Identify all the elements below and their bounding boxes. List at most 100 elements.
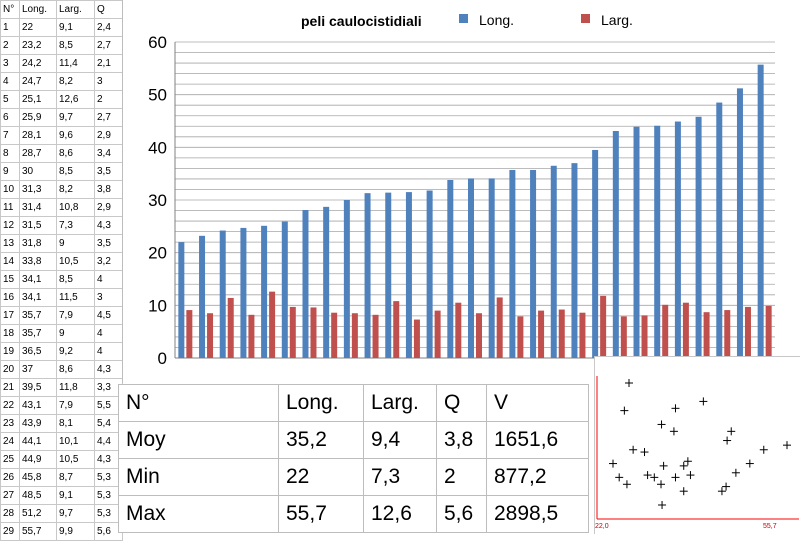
table-row: 26 45,8 8,7 5,3	[0, 468, 123, 487]
table-row: 4 24,7 8,2 3	[0, 72, 123, 91]
bar-long	[716, 102, 723, 358]
table-cell: 9	[56, 324, 95, 343]
table-cell: 11,8	[56, 378, 95, 397]
table-cell: 4,5	[94, 306, 123, 325]
table-cell: 3	[94, 288, 123, 307]
table-cell: 17	[0, 306, 20, 325]
table-cell: 34,1	[19, 270, 57, 289]
table-row: 8 28,7 8,6 3,4	[0, 144, 123, 163]
bar-larg	[227, 297, 234, 358]
scatter-point	[657, 480, 666, 489]
bar-long	[426, 190, 433, 358]
stats-cell: 2	[436, 458, 487, 496]
bar-larg	[703, 312, 710, 358]
table-row: 15 34,1 8,5 4	[0, 270, 123, 289]
table-row: 9 30 8,5 3,5	[0, 162, 123, 181]
bar-long	[178, 242, 185, 358]
table-cell: 45,8	[19, 468, 57, 487]
table-cell: 12,6	[56, 90, 95, 109]
table-cell: 4,3	[94, 216, 123, 235]
table-cell: 8,5	[56, 270, 95, 289]
scatter-point	[609, 459, 617, 468]
bar-larg	[331, 312, 338, 358]
table-cell: 44,9	[19, 450, 57, 469]
stats-cell: 7,3	[363, 458, 437, 496]
table-cell: 8,2	[56, 72, 95, 91]
table-cell: 19	[0, 342, 20, 361]
table-cell: 28	[0, 504, 20, 523]
table-cell: 15	[0, 270, 20, 289]
table-cell: 20	[0, 360, 20, 379]
table-cell: 31,5	[19, 216, 57, 235]
bar-larg	[413, 319, 420, 358]
table-cell: 35,7	[19, 306, 57, 325]
bar-long	[695, 116, 702, 358]
bar-larg	[186, 310, 193, 358]
table-row: 21 39,5 11,8 3,3	[0, 378, 123, 397]
bar-long	[261, 225, 268, 358]
bar-long	[468, 178, 474, 358]
table-cell: 25	[0, 450, 20, 469]
scatter-point	[686, 471, 695, 480]
stats-row: Min 22 7,3 2 877,2	[118, 458, 589, 496]
scatter-point	[615, 473, 624, 482]
table-cell: 4,3	[94, 360, 123, 379]
table-cell: 9	[56, 234, 95, 253]
table-cell: 2	[0, 36, 20, 55]
table-cell: 33,8	[19, 252, 57, 271]
table-cell: 10,8	[56, 198, 95, 217]
stats-header-cell: Q	[436, 384, 487, 422]
table-cell: 8,7	[56, 468, 95, 487]
table-cell: 34,1	[19, 288, 57, 307]
bar-larg	[269, 291, 276, 358]
scatter-point	[658, 501, 667, 509]
table-cell: 31,4	[19, 198, 57, 217]
bar-larg	[579, 312, 586, 358]
bar-long	[219, 230, 226, 358]
table-cell: 51,2	[19, 504, 57, 523]
bar-long	[385, 192, 392, 358]
bar-larg	[517, 316, 524, 358]
table-cell: 31,3	[19, 180, 57, 199]
table-row: 5 25,1 12,6 2	[0, 90, 123, 109]
table-cell: 3	[94, 72, 123, 91]
bar-larg	[455, 302, 462, 358]
bar-long	[447, 179, 454, 358]
stats-cell: 2898,5	[486, 495, 589, 533]
stats-cell: 22	[278, 458, 364, 496]
bar-long	[281, 221, 288, 358]
stats-row: Moy 35,2 9,4 3,8 1651,6	[118, 421, 589, 459]
table-cell: 43,1	[19, 396, 57, 415]
table-cell: 10,5	[56, 252, 95, 271]
stats-cell: 9,4	[363, 421, 437, 459]
chart-title: peli caulocistidiali	[301, 13, 422, 29]
table-row: 10 31,3 8,2 3,8	[0, 180, 123, 199]
table-cell: 24,7	[19, 72, 57, 91]
table-row: 13 31,8 9 3,5	[0, 234, 123, 253]
bar-long	[364, 193, 371, 358]
stats-cell: 877,2	[486, 458, 589, 496]
bar-larg	[393, 301, 400, 358]
bar-chart-panel: 0 10 20 30 40 50 60 peli caulocistidiali Long. La…	[122, 0, 800, 383]
table-cell: 9,9	[56, 522, 95, 541]
table-cell: 22	[0, 396, 20, 415]
scatter-point	[640, 448, 649, 457]
table-cell: 43,9	[19, 414, 57, 433]
bar-long	[343, 200, 350, 358]
stats-cell: 3,8	[436, 421, 487, 459]
table-cell: 25,1	[19, 90, 57, 109]
bar-larg	[207, 313, 214, 358]
table-cell: 31,8	[19, 234, 57, 253]
table-cell: 1	[0, 18, 20, 37]
bar-larg	[558, 309, 565, 358]
table-cell: 11,4	[56, 54, 95, 73]
bar-long	[530, 169, 537, 358]
bar-long	[633, 126, 640, 358]
statistics-table: N° Long. Larg. Q V Moy 35,2 9,4 3,8 1651,6 Min 22 7,…	[118, 384, 589, 533]
bar-long	[405, 192, 412, 358]
scatter-point	[723, 436, 732, 445]
table-row: 29 55,7 9,9 5,6	[0, 522, 123, 541]
table-cell: 39,5	[19, 378, 57, 397]
bar-long	[592, 149, 599, 358]
bar-long	[654, 125, 661, 359]
